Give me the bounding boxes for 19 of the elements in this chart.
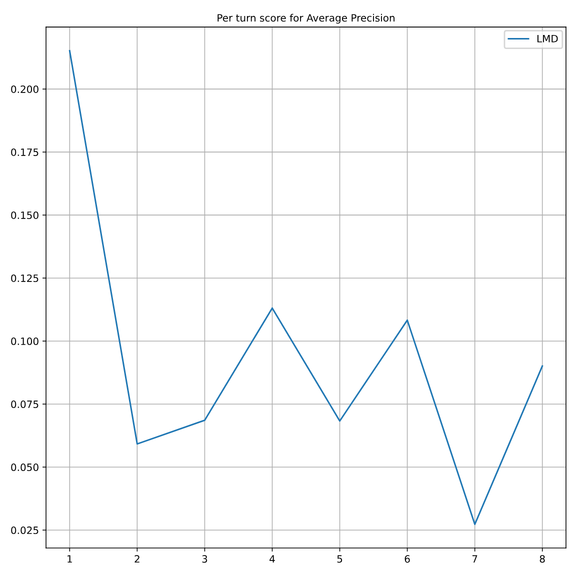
y-tick-label: 0.175 xyxy=(11,148,38,156)
y-tick-label: 0.150 xyxy=(11,211,38,220)
x-tick-label: 1 xyxy=(68,555,72,563)
chart-title: Per turn score for Average Precision xyxy=(218,14,394,24)
line-series xyxy=(68,50,544,526)
x-tick-label: 7 xyxy=(472,555,478,563)
x-tick-label: 3 xyxy=(202,555,208,563)
y-tick-label: 0.100 xyxy=(11,337,38,346)
x-tick-label: 2 xyxy=(134,555,140,563)
x-tick-label: 8 xyxy=(540,555,545,563)
x-tick-label: 4 xyxy=(270,555,275,563)
y-tick-label: 0.125 xyxy=(11,274,38,282)
y-tick-label: 0.200 xyxy=(11,85,38,94)
x-tick-label: 5 xyxy=(337,555,342,563)
y-tick-label: 0.075 xyxy=(11,400,38,408)
x-tick-label: 6 xyxy=(404,555,410,563)
legend-label: LMD xyxy=(537,34,558,42)
y-tick-label: 0.025 xyxy=(11,526,38,534)
y-tick-label: 0.050 xyxy=(11,463,38,472)
